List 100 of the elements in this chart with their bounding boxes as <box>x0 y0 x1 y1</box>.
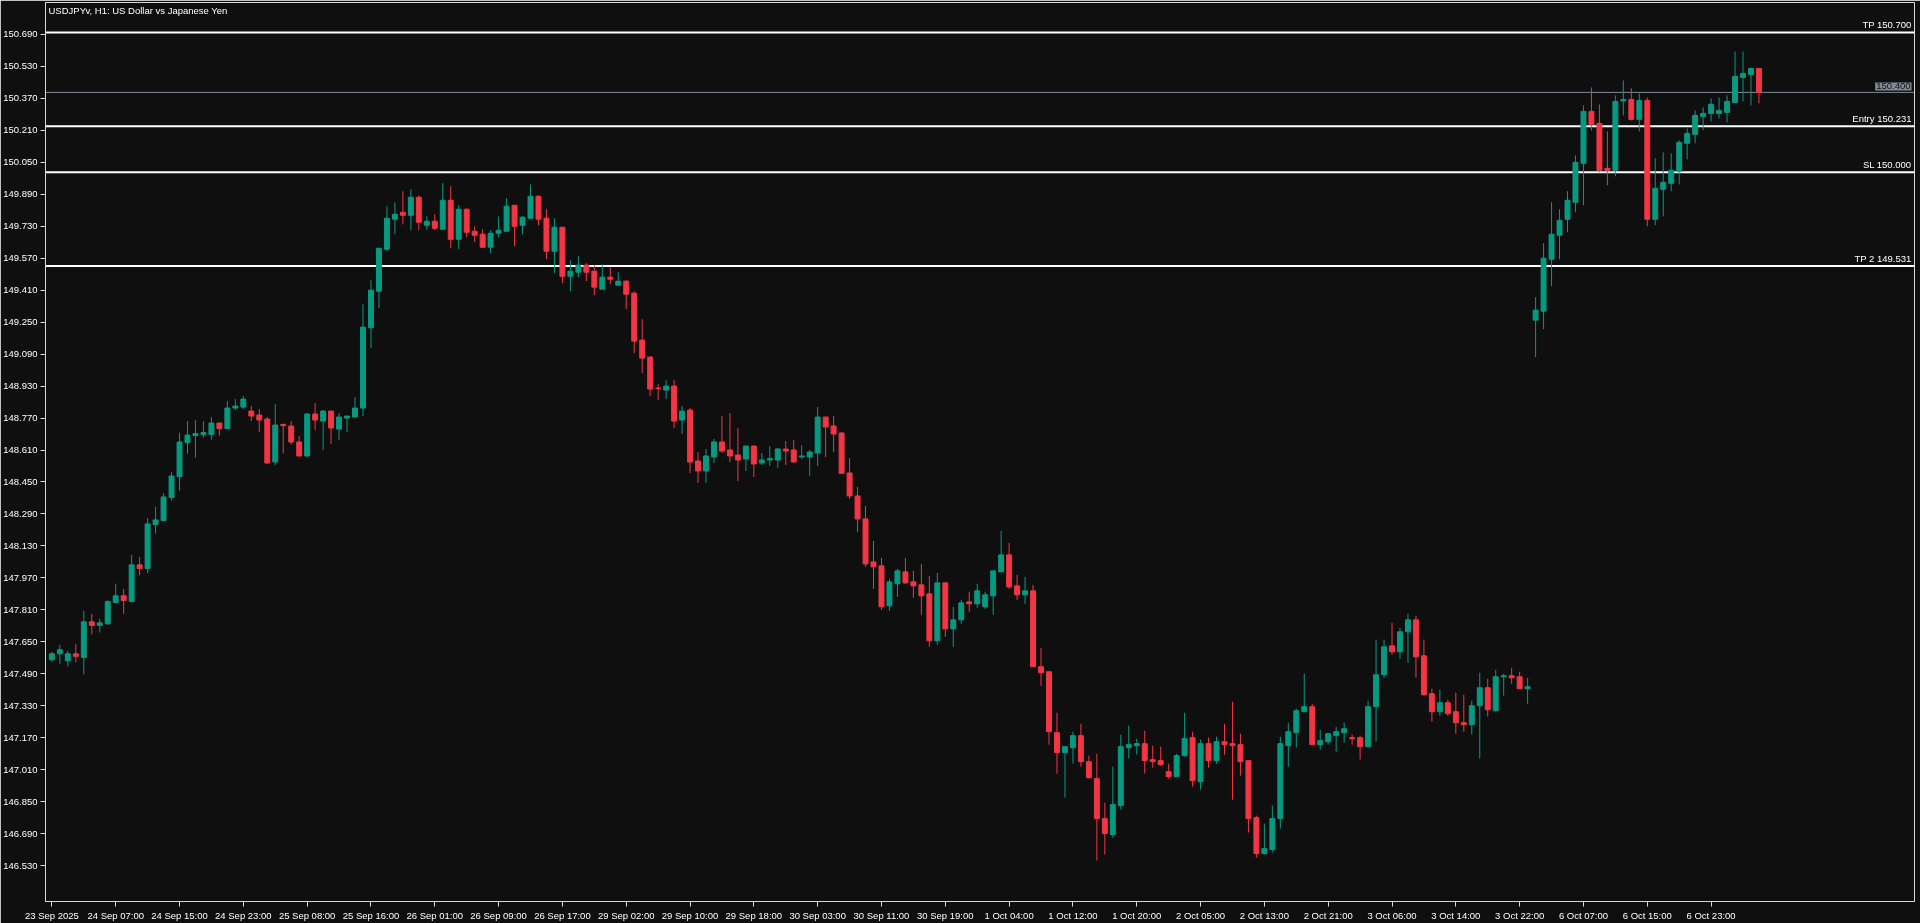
candlestick <box>1684 127 1691 160</box>
x-tick-label: 1 Oct 20:00 <box>1112 909 1162 921</box>
y-tick-label: 148.610 <box>3 444 38 455</box>
candlestick <box>1748 66 1754 106</box>
candlestick <box>950 606 957 648</box>
candlestick <box>407 188 414 231</box>
y-tick-label: 150.370 <box>3 92 38 104</box>
candlestick <box>1085 755 1092 780</box>
candlestick <box>551 217 558 274</box>
candlestick <box>511 204 518 247</box>
y-tick-label: 148.770 <box>3 412 38 424</box>
candlestick <box>774 447 781 469</box>
candlestick <box>1061 746 1068 799</box>
candlestick <box>1436 689 1443 717</box>
x-tick-label: 30 Sep 19:00 <box>917 909 974 921</box>
y-tick-label: 147.330 <box>3 699 38 711</box>
y-tick-label: 147.010 <box>3 763 38 775</box>
candlestick <box>1700 106 1707 131</box>
x-tick-label: 3 Oct 22:00 <box>1495 909 1545 921</box>
annotation: 150.400 <box>1876 80 1911 92</box>
x-tick-label: 2 Oct 13:00 <box>1239 909 1289 921</box>
candlestick <box>280 423 287 455</box>
x-tick-label: 3 Oct 06:00 <box>1367 909 1417 921</box>
candlestick <box>750 445 757 478</box>
candlestick <box>822 416 829 458</box>
y-tick-label: 150.050 <box>3 156 38 168</box>
x-tick-label: 6 Oct 07:00 <box>1558 909 1609 921</box>
candlestick <box>711 438 717 464</box>
candlestick <box>1660 151 1667 217</box>
y-tick-label: 148.930 <box>3 380 38 392</box>
x-tick-label: 2 Oct 21:00 <box>1303 909 1353 921</box>
candlestick <box>718 415 725 454</box>
candlestick <box>1708 97 1715 122</box>
candlestick <box>1628 87 1635 121</box>
chart-title: USDJPYv, H1: US Dollar vs Japanese Yen <box>48 4 228 16</box>
x-tick-label: 6 Oct 23:00 <box>1686 909 1736 921</box>
candlestick <box>56 644 63 665</box>
y-tick-label: 150.690 <box>3 28 38 40</box>
candlestick <box>1500 673 1507 697</box>
candlestick <box>1022 576 1029 605</box>
candlestick <box>591 264 598 296</box>
candlestick <box>463 207 470 238</box>
candlestick <box>1054 712 1060 775</box>
y-tick-label: 149.570 <box>3 252 38 264</box>
candlestick <box>399 190 406 225</box>
candlestick <box>1452 692 1459 735</box>
x-tick-label: 23 Sep 2025 <box>24 909 79 921</box>
candlestick <box>1404 613 1411 664</box>
candlestick <box>344 415 350 433</box>
x-tick-label: 24 Sep 07:00 <box>87 909 144 921</box>
y-tick-label: 149.250 <box>3 316 38 328</box>
candlestick <box>734 427 741 482</box>
candlestick <box>1692 109 1699 144</box>
y-tick-label: 148.290 <box>3 507 38 519</box>
candlestick <box>599 263 606 290</box>
candlestick <box>854 486 861 533</box>
candlestick <box>623 279 630 310</box>
candlestick <box>998 530 1005 573</box>
candlestick <box>1101 802 1108 856</box>
candlestick <box>1428 688 1435 723</box>
x-tick-label: 25 Sep 16:00 <box>342 909 400 921</box>
x-tick-label: 30 Sep 03:00 <box>789 909 846 921</box>
candlestick <box>766 445 773 467</box>
y-tick-label: 149.890 <box>3 188 38 200</box>
candlestick <box>1620 79 1627 116</box>
candlestick <box>974 583 981 609</box>
candlestick <box>104 599 111 626</box>
candlestick <box>320 409 327 451</box>
candlestick <box>1389 622 1395 656</box>
candlestick <box>782 440 789 466</box>
x-tick-label: 6 Oct 15:00 <box>1622 909 1672 921</box>
candlestick <box>296 435 303 458</box>
candlestick <box>224 400 231 430</box>
y-tick-label: 147.810 <box>3 603 38 615</box>
candlestick <box>639 318 646 374</box>
candlestick <box>1317 729 1324 751</box>
candlestick <box>1301 673 1308 713</box>
ref-line-label: TP 150.700 <box>1862 19 1912 31</box>
y-tick-label: 147.970 <box>3 571 38 583</box>
y-tick-label: 149.090 <box>3 348 38 360</box>
candlestick <box>136 556 143 576</box>
x-tick-label: 29 Sep 02:00 <box>597 909 655 921</box>
x-tick-label: 26 Sep 01:00 <box>406 909 464 921</box>
candlestick <box>256 408 263 433</box>
candlestick <box>288 420 295 446</box>
candlestick <box>1205 737 1212 769</box>
candlestick <box>1668 152 1675 192</box>
y-tick-label: 150.210 <box>3 124 38 136</box>
candlestick <box>742 445 749 472</box>
y-tick-label: 147.490 <box>3 667 38 679</box>
candlestick <box>1397 627 1403 660</box>
x-tick-label: 1 Oct 12:00 <box>1048 909 1098 921</box>
candlestick <box>336 412 343 441</box>
x-tick-label: 30 Sep 11:00 <box>853 909 910 921</box>
candlestick <box>72 643 79 663</box>
ref-line-label: Entry 150.231 <box>1852 113 1912 125</box>
x-tick-label: 24 Sep 23:00 <box>215 909 272 921</box>
candlestick <box>695 451 701 484</box>
y-tick-label: 148.450 <box>3 475 38 487</box>
candlestick <box>703 448 709 484</box>
